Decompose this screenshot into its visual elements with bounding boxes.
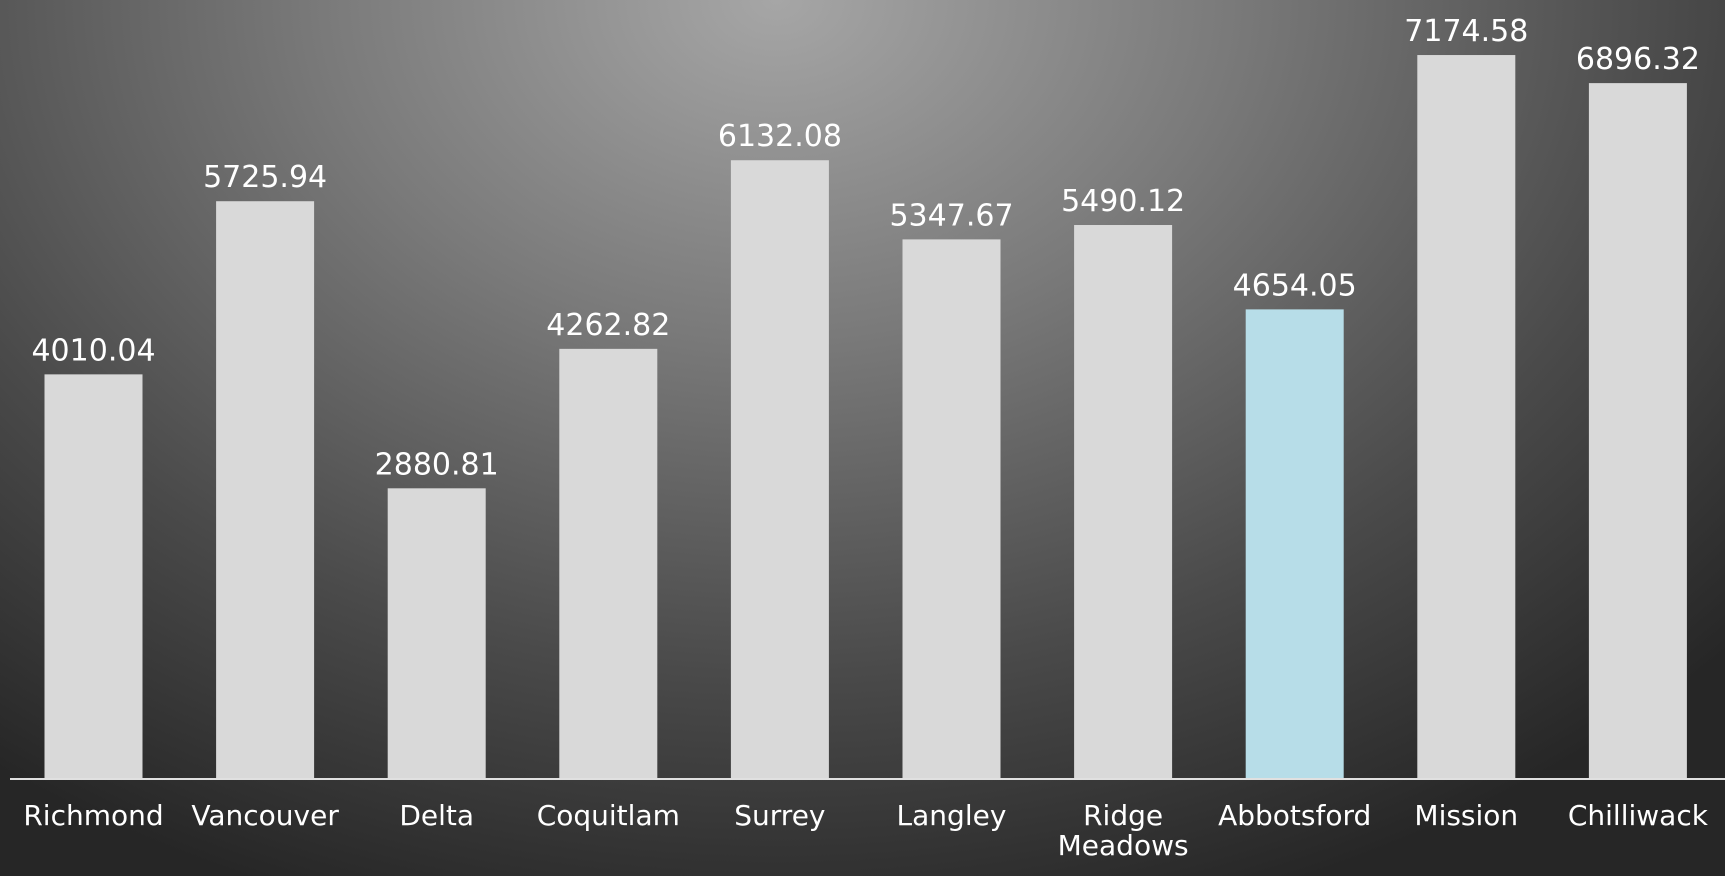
data-label: 2880.81 (375, 447, 499, 482)
bar (387, 488, 486, 779)
x-tick-label: Mission (1414, 799, 1519, 832)
data-label: 5490.12 (1061, 184, 1185, 219)
data-label: 5725.94 (203, 160, 327, 195)
bar (44, 374, 143, 779)
bar (216, 201, 315, 779)
data-label: 4262.82 (546, 308, 670, 343)
data-label: 4654.05 (1233, 268, 1357, 303)
x-tick-label: Surrey (734, 799, 826, 832)
bar (1417, 55, 1516, 779)
x-tick-label: Ridge Meadows (1057, 799, 1189, 862)
bar (1074, 225, 1173, 780)
bar (902, 239, 1001, 779)
x-tick-label: Coquitlam (536, 799, 680, 832)
x-tick-label: Delta (399, 799, 475, 832)
data-label: 7174.58 (1404, 14, 1528, 49)
x-tick-label: Abbotsford (1218, 799, 1372, 832)
x-tick-label: Richmond (23, 799, 164, 832)
x-tick-label: Chilliwack (1567, 799, 1708, 832)
bar (1588, 83, 1687, 779)
data-label: 5347.67 (889, 198, 1013, 233)
bar (559, 348, 658, 779)
bar (1245, 309, 1344, 779)
bar (730, 160, 829, 780)
x-tick-label: Langley (896, 799, 1007, 832)
data-label: 6132.08 (718, 119, 842, 154)
x-tick-label: Vancouver (191, 799, 339, 832)
data-label: 4010.04 (31, 333, 155, 368)
data-label: 6896.32 (1576, 42, 1700, 77)
